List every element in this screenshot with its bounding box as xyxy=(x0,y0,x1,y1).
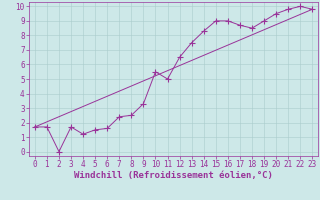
X-axis label: Windchill (Refroidissement éolien,°C): Windchill (Refroidissement éolien,°C) xyxy=(74,171,273,180)
